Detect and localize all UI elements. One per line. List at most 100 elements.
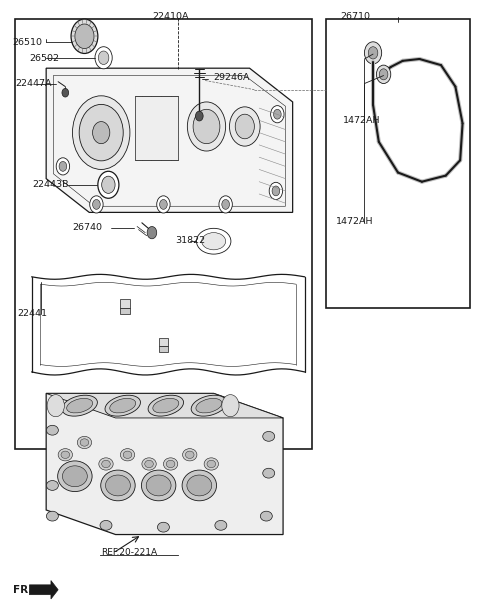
Bar: [158, 346, 168, 352]
Ellipse shape: [105, 395, 141, 416]
Ellipse shape: [146, 475, 171, 496]
Ellipse shape: [153, 399, 179, 413]
Circle shape: [56, 158, 70, 175]
Bar: [120, 308, 130, 314]
Polygon shape: [46, 68, 293, 212]
Bar: [158, 338, 168, 346]
Circle shape: [59, 162, 67, 172]
Text: 26740: 26740: [72, 223, 103, 232]
Circle shape: [62, 89, 69, 97]
Ellipse shape: [196, 228, 231, 254]
Circle shape: [222, 199, 229, 209]
Circle shape: [195, 111, 203, 121]
Ellipse shape: [182, 448, 197, 461]
Ellipse shape: [263, 432, 275, 442]
Ellipse shape: [215, 520, 227, 530]
Circle shape: [95, 47, 112, 69]
Ellipse shape: [142, 458, 156, 470]
Circle shape: [93, 122, 110, 144]
Bar: [15, 19, 312, 448]
Polygon shape: [46, 394, 283, 418]
Circle shape: [272, 186, 280, 196]
Ellipse shape: [101, 470, 135, 501]
Ellipse shape: [110, 399, 136, 413]
Circle shape: [90, 196, 103, 213]
Text: 31822: 31822: [175, 236, 205, 245]
Ellipse shape: [204, 458, 218, 470]
Ellipse shape: [47, 480, 59, 490]
Ellipse shape: [99, 458, 113, 470]
Circle shape: [98, 172, 119, 198]
Text: 26502: 26502: [29, 55, 60, 63]
Circle shape: [159, 199, 167, 209]
Ellipse shape: [145, 460, 154, 467]
Text: 22447A: 22447A: [15, 79, 51, 88]
Ellipse shape: [61, 451, 70, 458]
Text: REF.20-221A: REF.20-221A: [101, 549, 157, 557]
Ellipse shape: [166, 460, 175, 467]
Text: 22410A: 22410A: [152, 12, 189, 20]
Text: FR.: FR.: [12, 585, 32, 595]
Circle shape: [379, 69, 388, 80]
Ellipse shape: [260, 511, 272, 521]
Ellipse shape: [120, 448, 135, 461]
Circle shape: [269, 182, 283, 199]
Ellipse shape: [67, 399, 93, 413]
Polygon shape: [29, 581, 58, 599]
Circle shape: [71, 19, 98, 54]
Polygon shape: [46, 394, 283, 534]
Circle shape: [72, 96, 130, 170]
Circle shape: [98, 51, 109, 65]
Ellipse shape: [58, 461, 92, 491]
Circle shape: [219, 196, 232, 213]
Circle shape: [147, 226, 157, 239]
Circle shape: [222, 395, 239, 417]
Circle shape: [102, 176, 115, 193]
Ellipse shape: [142, 470, 176, 501]
Ellipse shape: [100, 520, 112, 530]
Bar: [120, 299, 130, 308]
Ellipse shape: [185, 451, 194, 458]
Circle shape: [187, 102, 226, 151]
Ellipse shape: [47, 511, 59, 521]
Ellipse shape: [196, 399, 222, 413]
Ellipse shape: [157, 522, 169, 532]
Circle shape: [376, 65, 391, 84]
Ellipse shape: [191, 395, 227, 416]
Circle shape: [274, 109, 281, 119]
Text: 1472AH: 1472AH: [343, 116, 381, 125]
Circle shape: [271, 106, 284, 123]
Text: 22441: 22441: [17, 309, 48, 318]
Ellipse shape: [102, 460, 110, 467]
Circle shape: [79, 105, 123, 161]
Text: 26710: 26710: [340, 12, 370, 20]
Ellipse shape: [80, 439, 89, 446]
Circle shape: [93, 199, 100, 209]
Ellipse shape: [202, 232, 226, 250]
Circle shape: [157, 196, 170, 213]
Circle shape: [229, 107, 260, 146]
Text: 29246A: 29246A: [214, 73, 250, 82]
Ellipse shape: [62, 395, 97, 416]
Ellipse shape: [47, 426, 59, 435]
Text: 22443B: 22443B: [32, 180, 68, 189]
Circle shape: [193, 109, 220, 144]
Circle shape: [235, 114, 254, 139]
Ellipse shape: [207, 460, 216, 467]
Text: 26510: 26510: [12, 38, 43, 47]
Ellipse shape: [182, 470, 216, 501]
Ellipse shape: [148, 395, 183, 416]
Circle shape: [47, 395, 64, 417]
Circle shape: [75, 24, 94, 49]
Circle shape: [364, 42, 382, 64]
Bar: [135, 96, 178, 161]
Ellipse shape: [62, 466, 87, 486]
Ellipse shape: [58, 448, 72, 461]
Ellipse shape: [106, 475, 131, 496]
Circle shape: [368, 47, 378, 59]
Ellipse shape: [123, 451, 132, 458]
Ellipse shape: [187, 475, 212, 496]
Bar: [326, 19, 470, 308]
Text: 1472AH: 1472AH: [336, 217, 373, 226]
Ellipse shape: [163, 458, 178, 470]
